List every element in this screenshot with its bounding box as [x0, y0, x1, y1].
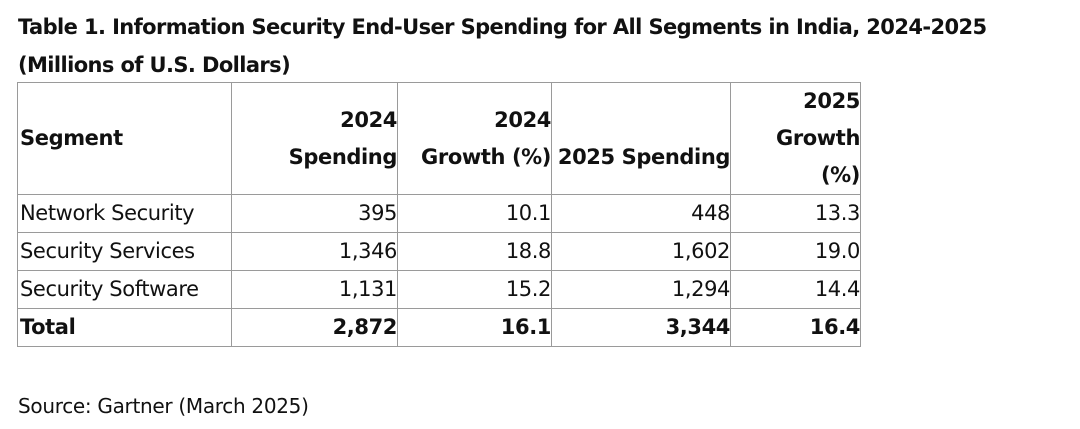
- cell-2025-growth: 14.4: [730, 270, 861, 309]
- header-2024-growth-line1: 2024: [494, 107, 551, 132]
- table-title: Table 1. Information Security End-User S…: [18, 15, 987, 77]
- header-2025-growth: 2025 Growth (%): [730, 82, 861, 195]
- header-2024-spending-line2: Spending: [288, 144, 398, 169]
- cell-2024-spending: 395: [231, 194, 398, 233]
- cell-segment: Security Software: [17, 270, 232, 309]
- cell-2024-spending: 1,346: [231, 232, 398, 271]
- table-row: Security Software 1,131 15.2 1,294 14.4: [17, 270, 861, 309]
- header-2024-growth-line2: Growth (%): [421, 144, 551, 169]
- cell-total-label: Total: [17, 308, 232, 347]
- cell-segment: Security Services: [17, 232, 232, 271]
- cell-2024-growth: 18.8: [397, 232, 552, 271]
- cell-total-2025-spending: 3,344: [551, 308, 731, 347]
- header-segment-label: Segment: [20, 126, 123, 150]
- cell-2025-spending: 1,294: [551, 270, 731, 309]
- header-2025-growth-line2: Growth (%): [775, 126, 860, 187]
- cell-total-2024-spending: 2,872: [231, 308, 398, 347]
- spending-table: Segment 2024 Spending 2024 Growth (%) 20…: [17, 82, 861, 347]
- cell-total-2024-growth: 16.1: [397, 308, 552, 347]
- table-row: Network Security 395 10.1 448 13.3: [17, 194, 861, 233]
- cell-segment: Network Security: [17, 194, 232, 233]
- table-row: Security Services 1,346 18.8 1,602 19.0: [17, 232, 861, 271]
- cell-2025-spending: 448: [551, 194, 731, 233]
- cell-2024-spending: 1,131: [231, 270, 398, 309]
- cell-total-2025-growth: 16.4: [730, 308, 861, 347]
- header-2024-spending-line1: 2024: [340, 107, 397, 132]
- header-2024-growth: 2024 Growth (%): [397, 82, 552, 195]
- header-segment: Segment: [17, 82, 232, 195]
- source-note: Source: Gartner (March 2025): [18, 394, 309, 418]
- header-2025-growth-line1: 2025: [803, 89, 860, 113]
- header-2025-spending-label: 2025 Spending: [557, 144, 731, 169]
- header-2024-spending: 2024 Spending: [231, 82, 398, 195]
- cell-2024-growth: 15.2: [397, 270, 552, 309]
- header-2025-spending: 2025 Spending: [551, 82, 731, 195]
- cell-2024-growth: 10.1: [397, 194, 552, 233]
- cell-2025-growth: 13.3: [730, 194, 861, 233]
- cell-2025-growth: 19.0: [730, 232, 861, 271]
- table-total-row: Total 2,872 16.1 3,344 16.4: [17, 308, 861, 347]
- cell-2025-spending: 1,602: [551, 232, 731, 271]
- table-header-row: Segment 2024 Spending 2024 Growth (%) 20…: [17, 82, 861, 195]
